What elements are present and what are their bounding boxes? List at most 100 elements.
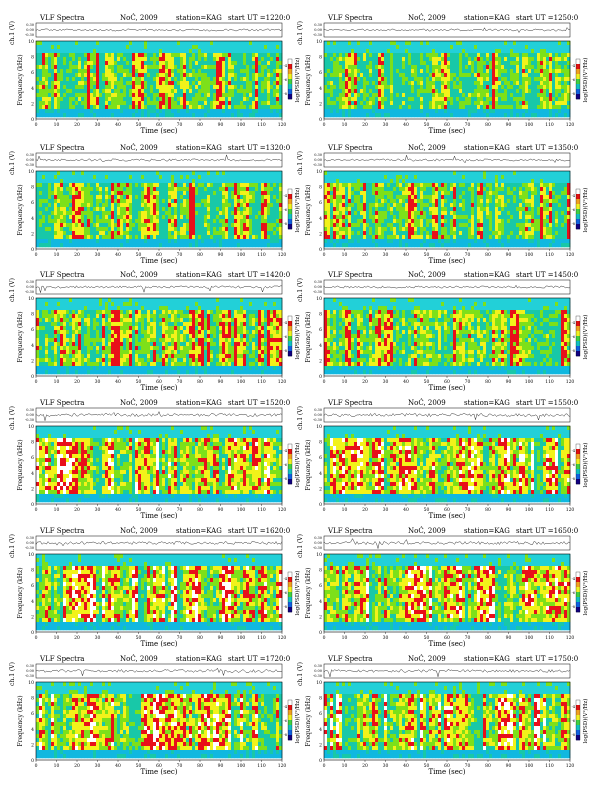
spectrogram-cell <box>516 97 519 101</box>
spectrogram-cell <box>207 65 210 69</box>
spectrogram-cell <box>264 65 267 69</box>
spectrogram-cell <box>144 45 147 49</box>
spectrogram-cell <box>558 61 561 65</box>
spectrogram-cell <box>204 243 207 247</box>
spectrogram-cell <box>84 73 87 77</box>
spectrogram-cell <box>465 101 468 105</box>
spectrogram-cell <box>132 219 135 223</box>
spectrogram-cell <box>255 61 258 65</box>
spectrogram-cell <box>171 101 174 105</box>
spectrogram-cell <box>117 211 120 215</box>
spectrogram-cell <box>354 81 357 85</box>
spectrogram-cell <box>51 113 54 117</box>
spectrogram-cell <box>108 93 111 97</box>
spectrogram-cell <box>348 85 351 89</box>
spectrogram-cell <box>564 109 567 113</box>
spectrogram-cell <box>111 105 114 109</box>
spectrogram-cell <box>492 65 495 69</box>
spectrogram-cell <box>78 93 81 97</box>
spectrogram-cell <box>423 45 426 49</box>
spectrogram-cell <box>207 45 210 49</box>
spectrogram-cell <box>246 203 249 207</box>
spectrogram-cell <box>432 45 435 49</box>
spectrogram-cell <box>444 49 447 53</box>
spectrogram-cell <box>147 101 150 105</box>
spectrogram-cell <box>195 207 198 211</box>
spectrogram-cell <box>549 105 552 109</box>
spectrogram-cell <box>240 235 243 239</box>
spectrogram-cell <box>144 53 147 57</box>
spectrogram-cell <box>132 61 135 65</box>
spectrogram-cell <box>276 73 279 77</box>
spectrogram-cell <box>492 105 495 109</box>
spectrogram-cell <box>51 69 54 73</box>
spectrogram-cell <box>36 219 39 223</box>
spectrogram-cell <box>45 65 48 69</box>
spectrogram-cell <box>531 69 534 73</box>
spectrogram-cell <box>558 93 561 97</box>
spectrogram-cell <box>432 101 435 105</box>
spectrogram-cell <box>183 179 186 183</box>
spectrogram-cell <box>243 97 246 101</box>
spectrogram-cell <box>261 211 264 215</box>
spectrogram-cell <box>369 69 372 73</box>
spectrogram-cell <box>258 187 261 191</box>
spectrogram-cell <box>174 41 177 45</box>
spectrogram-cell <box>45 223 48 227</box>
spectrogram-cell <box>333 239 336 243</box>
spectrogram-cell <box>339 85 342 89</box>
spectrogram-cell <box>183 223 186 227</box>
spectrogram-cell <box>93 211 96 215</box>
spectrogram-cell <box>276 207 279 211</box>
spectrogram-cell <box>120 203 123 207</box>
spectrogram-cell <box>126 105 129 109</box>
spectrogram-cell <box>534 49 537 53</box>
spectrogram-cell <box>420 109 423 113</box>
spectrogram-cell <box>93 215 96 219</box>
spectrogram-cell <box>333 175 336 179</box>
spectrogram-cell <box>78 179 81 183</box>
spectrogram-cell <box>120 65 123 69</box>
spectrogram-cell <box>195 223 198 227</box>
spectrogram-cell <box>135 97 138 101</box>
spectrogram-cell <box>72 69 75 73</box>
spectrogram-cell <box>192 113 195 117</box>
spectrogram-cell <box>435 93 438 97</box>
spectrogram-cell <box>492 49 495 53</box>
spectrogram-cell <box>336 223 339 227</box>
spectrogram-cell <box>141 113 144 117</box>
spectrogram-cell <box>249 231 252 235</box>
spectrogram-cell <box>483 93 486 97</box>
spectrogram-cell <box>66 195 69 199</box>
spectrogram-cell <box>177 243 180 247</box>
spectrogram-cell <box>81 97 84 101</box>
spectrogram-cell <box>147 183 150 187</box>
spectrogram-cell <box>351 97 354 101</box>
spectrogram-cell <box>156 179 159 183</box>
spectrogram-cell <box>522 49 525 53</box>
spectrogram-cell <box>81 219 84 223</box>
spectrogram-cell <box>165 223 168 227</box>
spectrogram-cell <box>123 223 126 227</box>
spectrogram-cell <box>159 61 162 65</box>
spectrogram-cell <box>411 49 414 53</box>
spectrogram-cell <box>144 179 147 183</box>
spectrogram-cell <box>144 227 147 231</box>
spectrogram-cell <box>165 105 168 109</box>
spectrogram-cell <box>126 41 129 45</box>
spectrogram-cell <box>444 65 447 69</box>
spectrogram-cell <box>159 195 162 199</box>
spectrogram-cell <box>393 49 396 53</box>
spectrogram-cell <box>423 101 426 105</box>
spectrogram-cell <box>276 211 279 215</box>
spectrogram-cell <box>51 93 54 97</box>
spectrogram-cell <box>447 93 450 97</box>
spectrogram-cell <box>168 191 171 195</box>
spectrogram-cell <box>357 53 360 57</box>
spectrogram-cell <box>102 85 105 89</box>
spectrogram-cell <box>84 211 87 215</box>
spectrogram-cell <box>267 179 270 183</box>
spectrogram-cell <box>276 85 279 89</box>
spectrogram-cell <box>477 53 480 57</box>
spectrogram-cell <box>336 85 339 89</box>
